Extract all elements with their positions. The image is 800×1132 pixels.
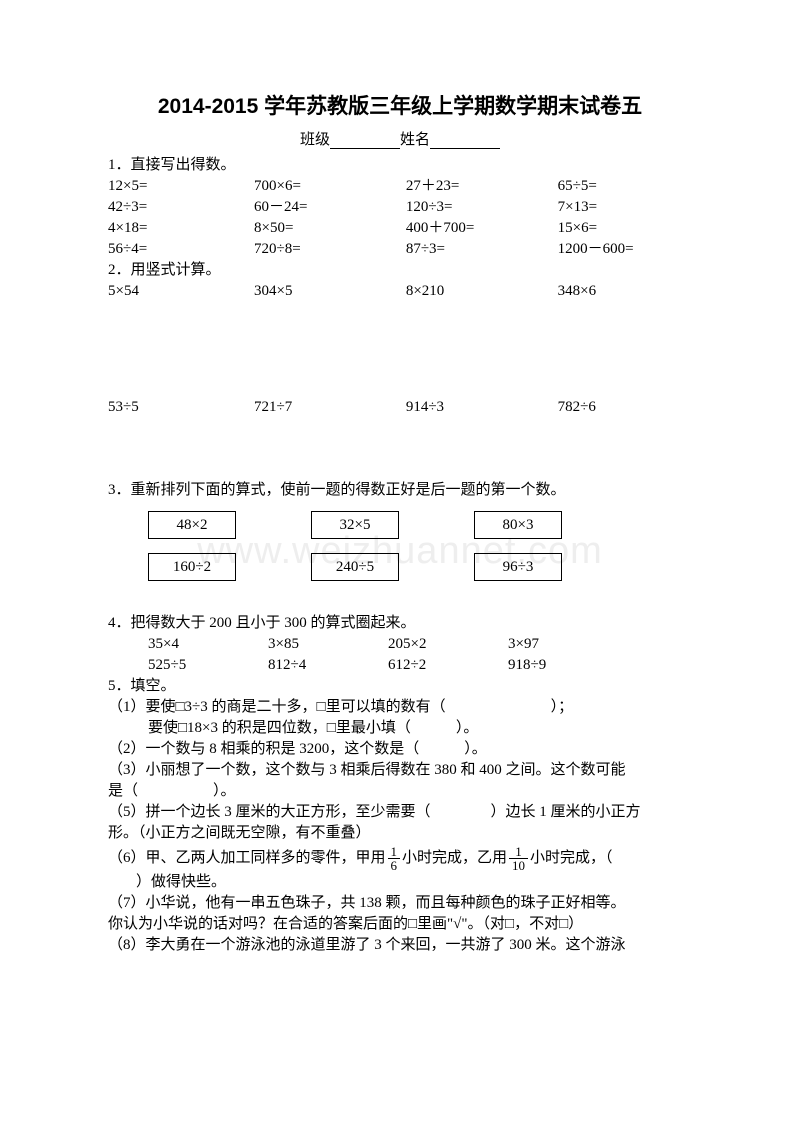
eq: 60－24=: [254, 197, 406, 218]
eq: 87÷3=: [406, 239, 558, 260]
q1-heading: 1．直接写出得数。: [108, 155, 692, 176]
fraction: 16: [388, 845, 401, 872]
eq: 400＋700=: [406, 218, 558, 239]
eq: 812÷4: [268, 655, 388, 676]
q2-row: 5×54 304×5 8×210 348×6: [108, 281, 692, 302]
blank-name[interactable]: [430, 135, 500, 149]
q4-heading: 4．把得数大于 200 且小于 300 的算式圈起来。: [108, 613, 692, 634]
q3-boxrow: 48×2 32×5 80×3: [108, 511, 692, 539]
eq: 8×50=: [254, 218, 406, 239]
eq: 720÷8=: [254, 239, 406, 260]
eq: 612÷2: [388, 655, 508, 676]
q5-item: （6）甲、乙两人加工同样多的零件，甲用16小时完成，乙用110小时完成，（: [108, 844, 692, 872]
q1-row: 12×5= 700×6= 27＋23= 65÷5=: [108, 176, 692, 197]
q5-item: ）做得快些。: [108, 872, 692, 893]
expr-box[interactable]: 48×2: [148, 511, 236, 539]
q4-row: 35×4 3×85 205×2 3×97: [108, 634, 692, 655]
eq: 15×6=: [558, 218, 692, 239]
expr-box[interactable]: 240÷5: [311, 553, 399, 581]
eq: 27＋23=: [406, 176, 558, 197]
blank-class[interactable]: [330, 135, 400, 149]
q2-row: 53÷5 721÷7 914÷3 782÷6: [108, 397, 692, 418]
q5-heading: 5．填空。: [108, 676, 692, 697]
eq: 348×6: [558, 281, 692, 302]
q5-item: 你认为小华说的话对吗？在合适的答案后面的□里画"√"。（对□，不对□）: [108, 914, 692, 935]
q3-boxrow: 160÷2 240÷5 96÷3: [108, 553, 692, 581]
eq: 1200－600=: [558, 239, 692, 260]
eq: 7×13=: [558, 197, 692, 218]
expr-box[interactable]: 96÷3: [474, 553, 562, 581]
eq: 8×210: [406, 281, 558, 302]
q1-row: 56÷4= 720÷8= 87÷3= 1200－600=: [108, 239, 692, 260]
q5-item: 形。（小正方之间既无空隙，有不重叠）: [108, 823, 692, 844]
q1-row: 42÷3= 60－24= 120÷3= 7×13=: [108, 197, 692, 218]
denominator: 6: [388, 859, 401, 872]
expr-box[interactable]: 80×3: [474, 511, 562, 539]
eq: 914÷3: [406, 397, 558, 418]
eq: 65÷5=: [558, 176, 692, 197]
eq: 12×5=: [108, 176, 254, 197]
q5-item: 是（ ）。: [108, 781, 692, 802]
eq: 205×2: [388, 634, 508, 655]
eq: 782÷6: [558, 397, 692, 418]
eq: 3×85: [268, 634, 388, 655]
text: 小时完成，乙用: [402, 850, 507, 866]
q3-heading: 3．重新排列下面的算式，使前一题的得数正好是后一题的第一个数。: [108, 480, 692, 501]
eq: 42÷3=: [108, 197, 254, 218]
q5-item: （1）要使□3÷3 的商是二十多，□里可以填的数有（ ）；: [108, 697, 692, 718]
text: （6）甲、乙两人加工同样多的零件，甲用: [108, 850, 386, 866]
q2-heading: 2．用竖式计算。: [108, 260, 692, 281]
q5-item: （5）拼一个边长 3 厘米的大正方形，至少需要（ ）边长 1 厘米的小正方: [108, 802, 692, 823]
page-title: 2014-2015 学年苏教版三年级上学期数学期末试卷五: [108, 90, 692, 120]
eq: 5×54: [108, 281, 254, 302]
q5-item: 要使□18×3 的积是四位数，□里最小填（ ）。: [108, 718, 692, 739]
eq: 525÷5: [148, 655, 268, 676]
expr-box[interactable]: 32×5: [311, 511, 399, 539]
eq: 120÷3=: [406, 197, 558, 218]
numerator: 1: [388, 845, 401, 859]
numerator: 1: [509, 845, 528, 859]
denominator: 10: [509, 859, 528, 872]
q4-row: 525÷5 812÷4 612÷2 918÷9: [108, 655, 692, 676]
eq: 3×97: [508, 634, 628, 655]
text: 小时完成，（: [530, 850, 613, 866]
subtitle: 班级 姓名: [108, 128, 692, 149]
label-class: 班级: [300, 132, 330, 148]
eq: 35×4: [148, 634, 268, 655]
fraction: 110: [509, 845, 528, 872]
eq: 4×18=: [108, 218, 254, 239]
eq: 53÷5: [108, 397, 254, 418]
q1-row: 4×18= 8×50= 400＋700= 15×6=: [108, 218, 692, 239]
eq: 56÷4=: [108, 239, 254, 260]
eq: 700×6=: [254, 176, 406, 197]
label-name: 姓名: [400, 132, 430, 148]
q5-item: （3）小丽想了一个数，这个数与 3 相乘后得数在 380 和 400 之间。这个…: [108, 760, 692, 781]
eq: 304×5: [254, 281, 406, 302]
eq: 918÷9: [508, 655, 628, 676]
q5-item: （8）李大勇在一个游泳池的泳道里游了 3 个来回，一共游了 300 米。这个游泳: [108, 935, 692, 956]
q5-item: （2）一个数与 8 相乘的积是 3200，这个数是（ ）。: [108, 739, 692, 760]
eq: 721÷7: [254, 397, 406, 418]
q5-item: （7）小华说，他有一串五色珠子，共 138 颗，而且每种颜色的珠子正好相等。: [108, 893, 692, 914]
expr-box[interactable]: 160÷2: [148, 553, 236, 581]
